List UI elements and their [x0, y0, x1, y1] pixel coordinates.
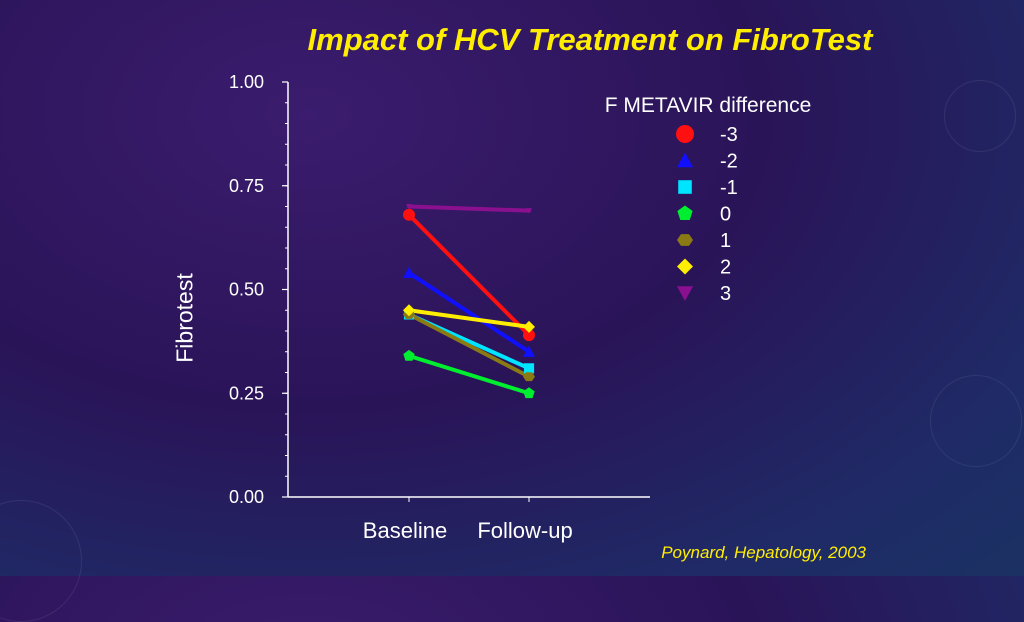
- series-line-6: [407, 204, 531, 213]
- legend-label-3: 0: [720, 204, 731, 226]
- legend-label-1: -2: [720, 151, 738, 173]
- legend-label-4: 1: [720, 230, 731, 252]
- legend-marker-5: [677, 258, 693, 275]
- legend-label-0: -3: [720, 124, 738, 146]
- series-line-0: [407, 212, 531, 338]
- axes: 0.00 0.25 0.50 0.75 1.00 Baseline Follow-up: [229, 72, 650, 543]
- data-point-3-0: [403, 349, 415, 361]
- legend-marker-4: [677, 234, 693, 246]
- series-line-4: [407, 312, 531, 379]
- y-tick-label: 0.25: [229, 383, 264, 403]
- legend-title: F METAVIR difference: [605, 94, 812, 117]
- y-tick-label: 0.75: [229, 176, 264, 196]
- series-lines: [407, 204, 531, 396]
- legend-label-5: 2: [720, 257, 731, 279]
- series-line-5: [407, 308, 531, 329]
- y-axis-label: Fibrotest: [171, 273, 198, 363]
- data-point-3-1: [523, 387, 535, 399]
- x-tick-label: Follow-up: [477, 518, 572, 543]
- legend-label-6: 3: [720, 283, 731, 305]
- legend: F METAVIR difference -3 -2 -1 0 1 2 3: [605, 94, 812, 305]
- chart-title: Impact of HCV Treatment on FibroTest: [307, 22, 873, 57]
- data-point-5-1: [523, 320, 535, 333]
- legend-label-2: -1: [720, 177, 738, 199]
- data-point-2-1: [523, 363, 535, 374]
- series-markers: [403, 203, 535, 399]
- data-point-1-1: [523, 345, 535, 357]
- data-point-5-0: [403, 304, 415, 317]
- data-point-6-0: [406, 203, 412, 210]
- data-point-4-1: [523, 372, 535, 382]
- series-line-3: [407, 353, 531, 396]
- chart: 0.00 0.25 0.50 0.75 1.00 Baseline Follow-up F …: [229, 72, 812, 543]
- data-point-6-1: [526, 208, 532, 214]
- x-tick-label: Baseline: [363, 518, 447, 543]
- data-point-0-0: [403, 208, 415, 221]
- y-tick-label: 0.50: [229, 280, 264, 300]
- legend-marker-3: [677, 205, 693, 220]
- legend-marker-0: [676, 125, 694, 143]
- legend-marker-2: [678, 180, 692, 194]
- legend-marker-1: [677, 152, 693, 168]
- y-tick-label: 1.00: [229, 72, 264, 92]
- data-point-0-1: [523, 329, 535, 342]
- citation: Poynard, Hepatology, 2003: [661, 543, 866, 562]
- y-tick-label: 0.00: [229, 487, 264, 507]
- series-line-1: [407, 270, 531, 354]
- data-point-1-0: [403, 266, 415, 278]
- legend-marker-6: [677, 286, 693, 301]
